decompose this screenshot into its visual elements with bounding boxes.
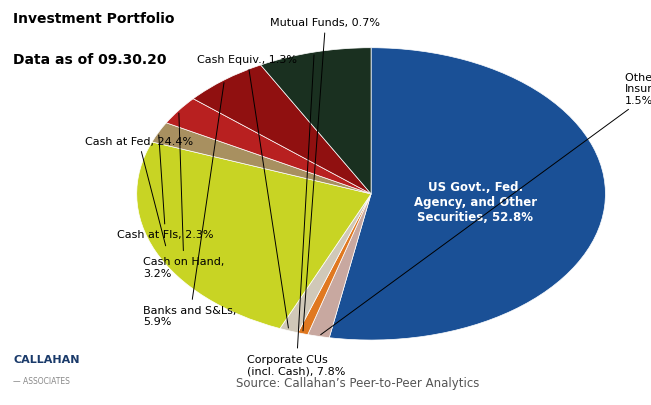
Text: Cash Equiv., 1.3%: Cash Equiv., 1.3% (197, 55, 298, 328)
Wedge shape (193, 66, 371, 194)
Text: CALLAHAN: CALLAHAN (13, 354, 79, 364)
Text: Cash on Hand,
3.2%: Cash on Hand, 3.2% (143, 114, 225, 278)
Text: Cash at FIs, 2.3%: Cash at FIs, 2.3% (117, 136, 214, 240)
Wedge shape (329, 49, 605, 340)
Text: — ASSOCIATES: — ASSOCIATES (13, 376, 70, 385)
Wedge shape (137, 143, 371, 329)
Text: US Govt., Fed.
Agency, and Other
Securities, 52.8%: US Govt., Fed. Agency, and Other Securit… (413, 181, 537, 224)
Wedge shape (298, 194, 371, 335)
Text: Cash at Fed, 24.4%: Cash at Fed, 24.4% (85, 137, 193, 246)
Wedge shape (260, 49, 371, 194)
Text: Other Inv &
Insurance,
1.5%: Other Inv & Insurance, 1.5% (321, 72, 651, 335)
Text: Source: Callahan’s Peer-to-Peer Analytics: Source: Callahan’s Peer-to-Peer Analytic… (236, 376, 480, 389)
Wedge shape (152, 124, 371, 194)
Text: Investment Portfolio: Investment Portfolio (13, 12, 174, 26)
Wedge shape (280, 194, 371, 333)
Wedge shape (166, 100, 371, 194)
Text: Banks and S&Ls,
5.9%: Banks and S&Ls, 5.9% (143, 83, 236, 327)
Text: Mutual Funds, 0.7%: Mutual Funds, 0.7% (271, 18, 380, 331)
Wedge shape (308, 194, 371, 338)
Text: Corporate CUs
(incl. Cash), 7.8%: Corporate CUs (incl. Cash), 7.8% (247, 56, 346, 375)
Text: Data as of 09.30.20: Data as of 09.30.20 (13, 53, 167, 66)
